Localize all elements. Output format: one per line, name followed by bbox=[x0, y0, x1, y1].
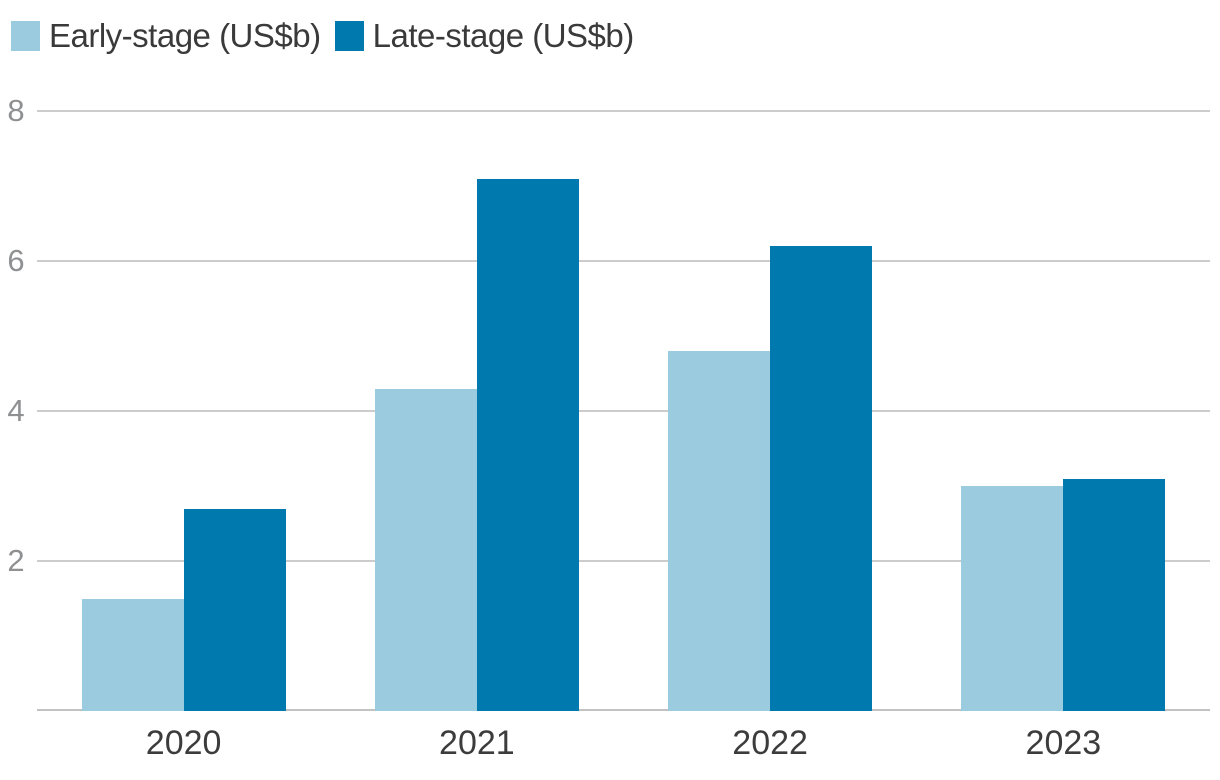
legend-item-early-stage: Early-stage (US$b) bbox=[11, 17, 321, 55]
legend-swatch-early-stage-icon bbox=[11, 21, 40, 51]
y-axis-tick-labels: 2 4 6 8 bbox=[0, 95, 32, 711]
gridline-8 bbox=[37, 110, 1210, 112]
legend-label-early-stage: Early-stage (US$b) bbox=[49, 17, 321, 54]
bar-early-stage-2020 bbox=[81, 598, 184, 711]
legend: Early-stage (US$b) Late-stage (US$b) bbox=[11, 17, 634, 55]
bar-late-stage-2021 bbox=[476, 178, 579, 711]
y-tick-label-2: 2 bbox=[7, 543, 25, 578]
bar-late-stage-2022 bbox=[770, 246, 873, 711]
x-axis-label-2020: 2020 bbox=[145, 724, 222, 762]
bar-late-stage-2020 bbox=[183, 508, 286, 711]
x-axis-label-2021: 2021 bbox=[439, 724, 515, 762]
y-tick-label-6: 6 bbox=[7, 243, 25, 278]
legend-item-late-stage: Late-stage (US$b) bbox=[334, 17, 635, 55]
plot-area: 2020 2021 2022 2023 bbox=[37, 110, 1210, 762]
bar-early-stage-2021 bbox=[374, 388, 477, 711]
legend-swatch-late-stage-icon bbox=[334, 21, 364, 51]
y-tick-label-4: 4 bbox=[7, 393, 25, 428]
y-tick-label-8: 8 bbox=[7, 93, 25, 128]
gridline-2 bbox=[37, 560, 1210, 562]
x-axis-label-2023: 2023 bbox=[1025, 724, 1102, 762]
gridline-6 bbox=[37, 260, 1210, 262]
x-axis-line bbox=[37, 709, 1210, 711]
bar-early-stage-2022 bbox=[668, 351, 771, 711]
legend-label-late-stage: Late-stage (US$b) bbox=[372, 17, 635, 54]
bar-late-stage-2023 bbox=[1063, 478, 1166, 711]
bar-early-stage-2023 bbox=[961, 486, 1064, 711]
gridline-4 bbox=[37, 410, 1210, 412]
x-axis-label-2022: 2022 bbox=[732, 724, 808, 762]
